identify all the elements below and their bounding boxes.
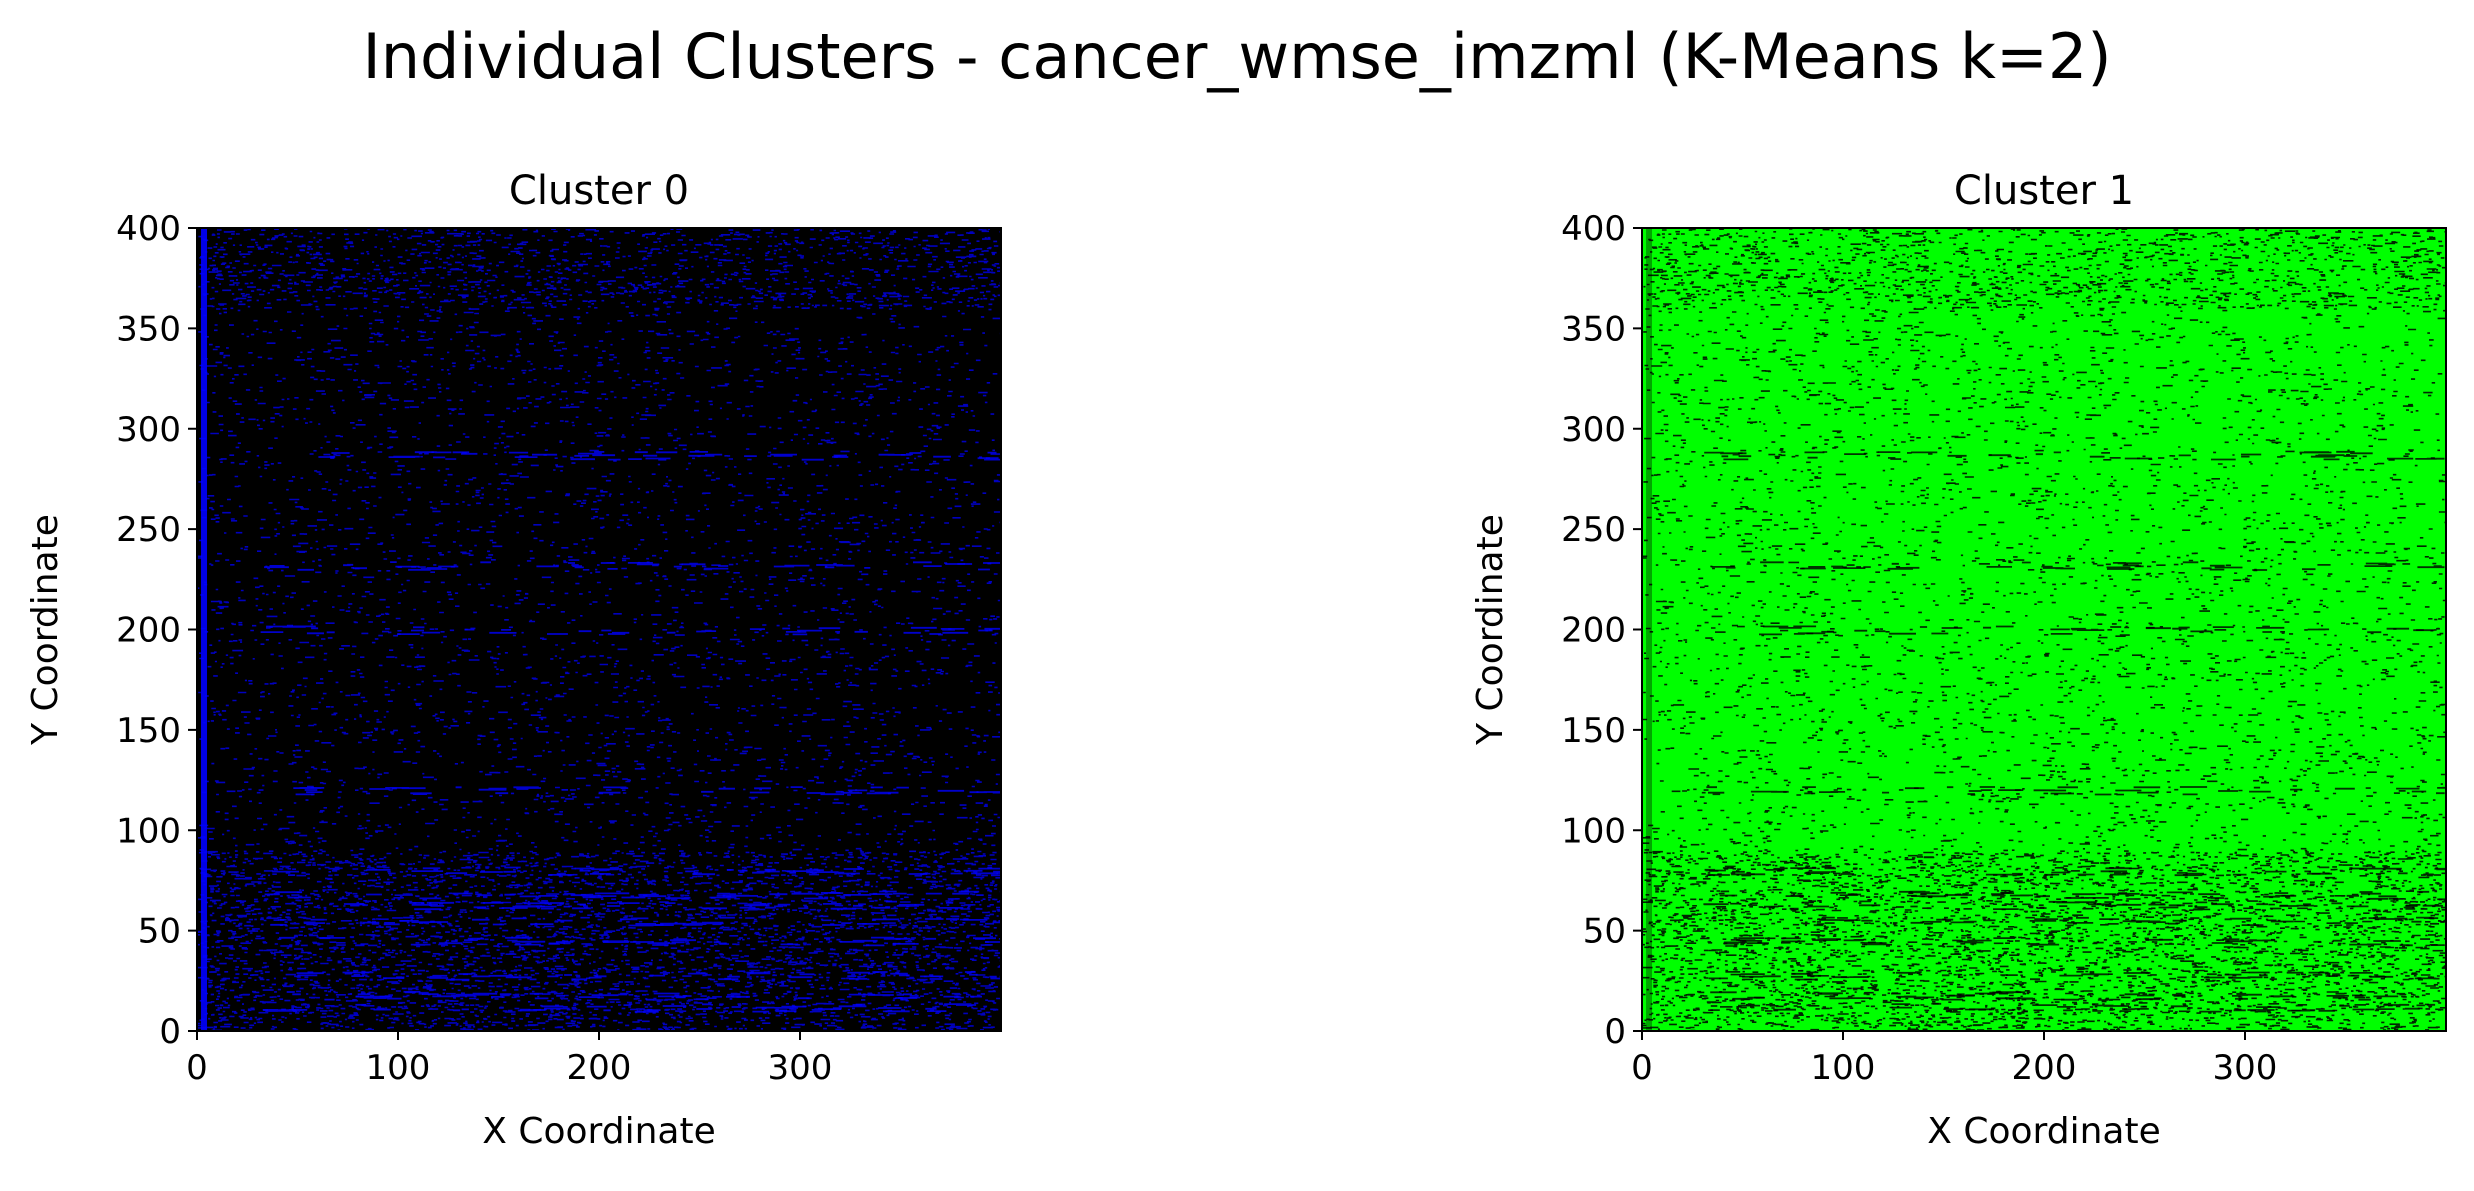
y-tick-label: 50	[138, 912, 181, 952]
y-tick-label: 200	[1561, 611, 1626, 651]
y-tick-label: 150	[116, 711, 181, 751]
y-tick-label: 300	[1561, 410, 1626, 450]
x-tick-label: 200	[2012, 1048, 2077, 1088]
y-tick-label: 350	[1561, 309, 1626, 349]
y-tick-label: 200	[116, 611, 181, 651]
y-tick-label: 0	[1604, 1012, 1626, 1052]
cluster-panel-1: 0 100 200 300 0 50 100 150 200 250 300 350 400 Cluste…	[1470, 168, 2447, 1152]
y-tick-label: 50	[1583, 912, 1626, 952]
subplot-title: Cluster 0	[509, 168, 689, 214]
y-tick-label: 400	[1561, 209, 1626, 249]
cluster-image-1	[1642, 228, 2446, 1031]
x-tick-label: 300	[768, 1048, 833, 1088]
y-tick-label: 100	[116, 811, 181, 851]
y-tick-label: 250	[1561, 510, 1626, 550]
y-tick-label: 150	[1561, 711, 1626, 751]
x-tick-label: 100	[366, 1048, 431, 1088]
y-axis-label: Y Coordinate	[25, 514, 66, 746]
x-tick-label: 0	[186, 1048, 208, 1088]
x-tick-label: 200	[567, 1048, 632, 1088]
y-tick-label: 300	[116, 410, 181, 450]
y-tick-label: 350	[116, 309, 181, 349]
y-tick-label: 400	[116, 209, 181, 249]
x-axis-label: X Coordinate	[482, 1111, 715, 1152]
cluster-panel-0: 0 100 200 300 0 50 100 150 200 250 300 350 400 Cluste…	[25, 168, 1002, 1152]
x-tick-label: 0	[1631, 1048, 1653, 1088]
y-tick-label: 250	[116, 510, 181, 550]
subplot-title: Cluster 1	[1954, 168, 2134, 214]
x-tick-label: 100	[1811, 1048, 1876, 1088]
x-axis-label: X Coordinate	[1927, 1111, 2160, 1152]
y-axis-label: Y Coordinate	[1470, 514, 1511, 746]
figure-title: Individual Clusters - cancer_wmse_imzml …	[362, 20, 2111, 93]
cluster-image-0	[197, 228, 1001, 1031]
y-tick-label: 0	[159, 1012, 181, 1052]
y-tick-label: 100	[1561, 811, 1626, 851]
x-tick-label: 300	[2213, 1048, 2278, 1088]
